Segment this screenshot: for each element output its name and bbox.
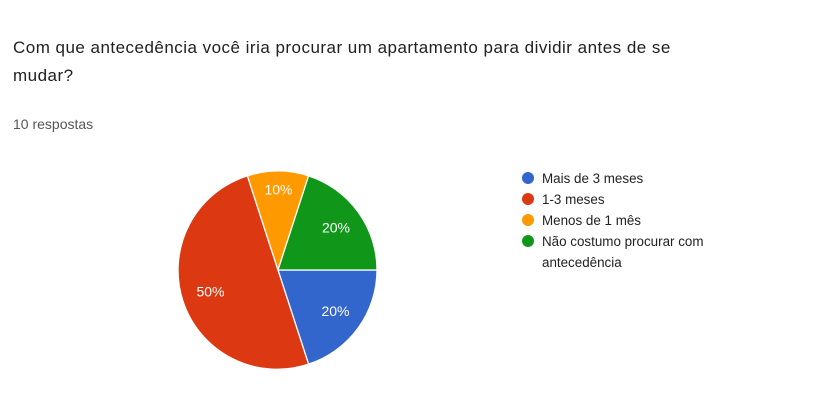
svg-text:10%: 10% (264, 182, 292, 198)
svg-text:20%: 20% (322, 220, 350, 236)
svg-text:50%: 50% (196, 284, 224, 300)
svg-text:20%: 20% (321, 303, 349, 319)
